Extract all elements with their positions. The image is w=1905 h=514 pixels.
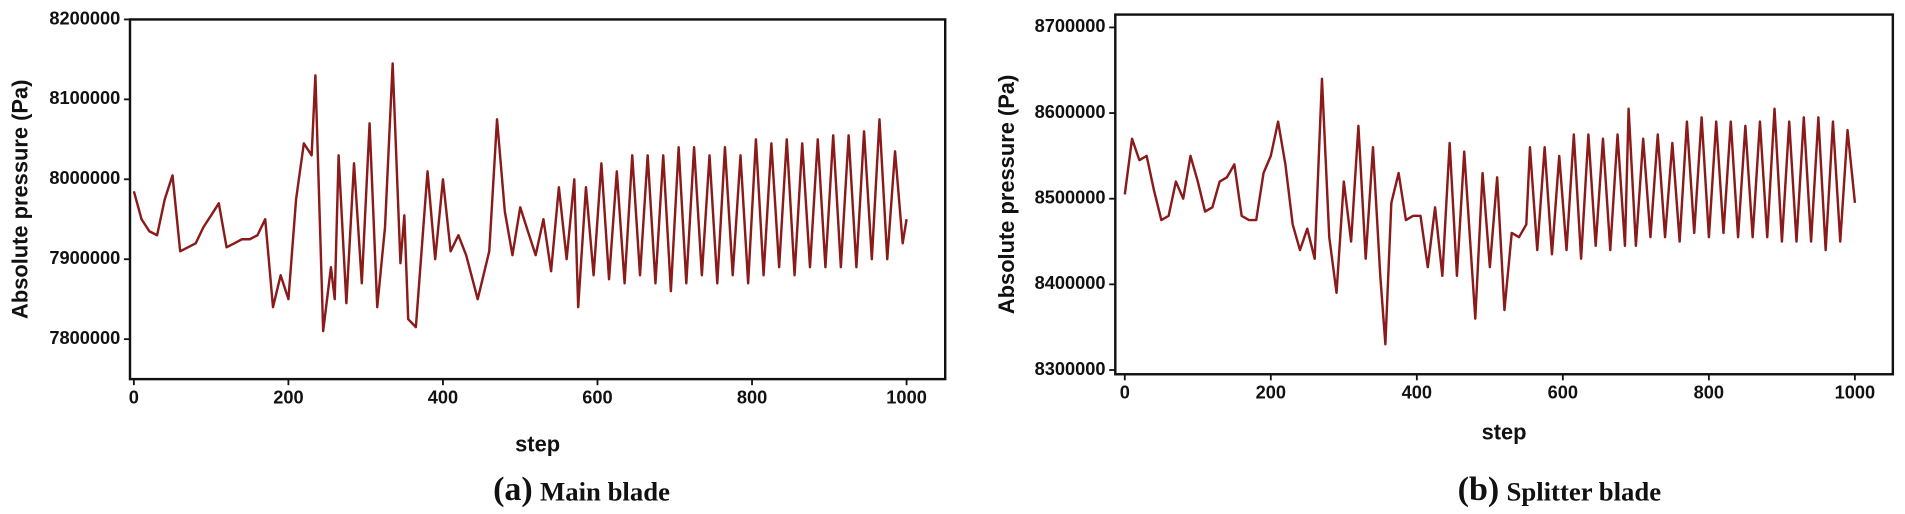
y-tick-label: 8700000 [1035,16,1106,36]
x-tick-label: 0 [129,387,139,407]
plot-frame [1114,13,1895,376]
y-tick-label: 8600000 [1035,102,1106,122]
caption: Splitter blade [1507,477,1662,507]
y-axis-label: Absolute pressure (Pa) [994,75,1019,314]
y-tick-label: 8200000 [49,8,120,28]
x-tick-label: 1000 [1835,383,1876,403]
x-tick-label: 0 [1120,383,1130,403]
x-tick-label: 600 [582,387,612,407]
data-line [1123,77,1857,346]
y-tick-label: 7900000 [49,248,120,268]
x-axis-label: step [1482,420,1527,445]
y-tick-label: 8400000 [1035,273,1106,293]
x-tick-label: 200 [273,387,303,407]
data-line [132,62,908,333]
y-tick-label: 8000000 [49,168,120,188]
x-tick-label: 1000 [886,387,927,407]
x-tick-label: 200 [1256,383,1286,403]
y-tick-label: 8500000 [1035,188,1106,208]
x-tick-label: 600 [1548,383,1578,403]
x-tick-label: 800 [1694,383,1724,403]
x-tick-label: 400 [428,387,458,407]
y-tick-label: 7800000 [49,328,120,348]
y-axis-label: Absolute pressure (Pa) [8,80,33,319]
plot-frame [128,18,947,381]
y-tick-label: 8300000 [1035,359,1106,379]
caption-label: (b) [1458,471,1500,508]
x-tick-label: 800 [737,387,767,407]
caption: Main blade [540,477,670,507]
x-axis-label: step [515,432,560,457]
y-tick-label: 8100000 [49,88,120,108]
x-tick-label: 400 [1402,383,1432,403]
caption-label: (a) [493,471,533,508]
